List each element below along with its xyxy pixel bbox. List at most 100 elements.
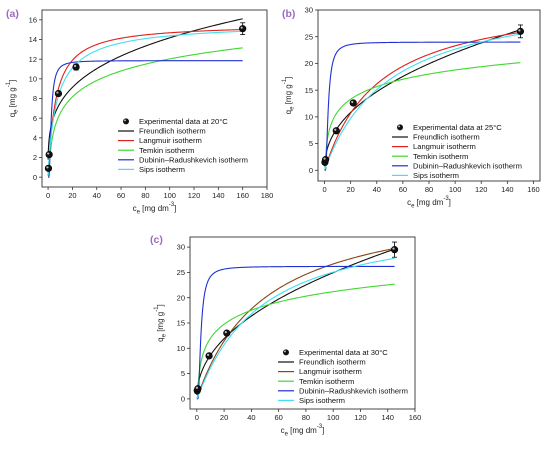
langmuir-curve xyxy=(196,247,395,399)
data-point xyxy=(239,25,247,33)
y-tick-label: 8 xyxy=(33,94,37,103)
x-tick-label: 60 xyxy=(117,191,125,200)
y-tick-label: 0 xyxy=(309,166,313,175)
legend-entry: Temkin isotherm xyxy=(139,146,194,155)
legend-entry: Temkin isotherm xyxy=(299,377,354,386)
legend-entry: Freundlich isotherm xyxy=(299,358,366,367)
data-point xyxy=(321,156,330,164)
y-tick-label: 4 xyxy=(33,133,37,142)
legend-entry: Langmuir isotherm xyxy=(139,136,202,145)
data-point-highlight xyxy=(518,29,521,32)
temkin-curve xyxy=(324,62,521,171)
data-point xyxy=(194,385,202,393)
x-tick-label: 140 xyxy=(212,191,225,200)
y-tick-label: 25 xyxy=(305,32,313,41)
x-tick-label: 100 xyxy=(327,413,340,422)
y-tick-label: 2 xyxy=(33,153,37,162)
curve-group xyxy=(47,18,243,178)
y-tick-label: 5 xyxy=(309,139,313,148)
x-tick-label: 160 xyxy=(236,191,249,200)
y-tick-label: 30 xyxy=(305,6,313,15)
data-point-highlight xyxy=(323,157,326,160)
y-tick-label: 12 xyxy=(29,55,37,64)
sips-curve xyxy=(324,33,521,171)
data-point-highlight xyxy=(56,91,59,94)
legend-entry: Langmuir isotherm xyxy=(413,142,476,151)
x-tick-label: 40 xyxy=(373,185,381,194)
y-tick-label: 10 xyxy=(305,112,313,121)
y-tick-label: 6 xyxy=(33,114,37,123)
dubinin-radushkevich-curve xyxy=(196,265,395,400)
freundlich-curve xyxy=(47,18,243,160)
legend-entry: Dubinin–Radushkevich isotherm xyxy=(139,155,248,164)
y-tick-label: 20 xyxy=(305,59,313,68)
y-tick-label: 15 xyxy=(305,86,313,95)
y-tick-label: 20 xyxy=(177,293,185,302)
data-point xyxy=(205,352,213,360)
x-tick-label: 80 xyxy=(425,185,433,194)
y-axis-label: qe [mg g-1] xyxy=(6,80,20,118)
sips-curve xyxy=(47,30,243,176)
legend-entry: Experimental data at 30°C xyxy=(299,348,388,357)
x-tick-label: 120 xyxy=(354,413,367,422)
panel-label: (a) xyxy=(6,8,19,20)
legend-entry: Dubinin–Radushkevich isotherm xyxy=(299,386,408,395)
data-point xyxy=(45,150,53,159)
y-tick-label: 5 xyxy=(181,369,185,378)
x-tick-label: 0 xyxy=(46,191,50,200)
langmuir-curve xyxy=(324,31,521,171)
panel-label: (b) xyxy=(282,8,295,20)
data-point xyxy=(223,329,231,337)
legend-marker xyxy=(123,118,129,125)
x-tick-label: 80 xyxy=(302,413,310,422)
x-tick-label: 160 xyxy=(409,413,422,422)
legend-entry: Experimental data at 20°C xyxy=(139,117,228,126)
legend-entry: Dubinin–Radushkevich isotherm xyxy=(413,161,522,170)
x-tick-label: 0 xyxy=(195,413,199,422)
panel-a: 0 20 40 60 80 100 120 140 160 180 0 2 4 6 8 10 12 14 16 ce … xyxy=(6,8,273,216)
x-tick-label: 120 xyxy=(475,185,488,194)
data-point xyxy=(44,164,53,172)
legend-entry: Langmuir isotherm xyxy=(299,367,362,376)
x-axis-label: ce [mg dm-3] xyxy=(133,202,177,216)
panel-label: (c) xyxy=(150,234,163,246)
y-tick-label: 0 xyxy=(181,394,185,403)
x-tick-label: 160 xyxy=(527,185,540,194)
x-tick-label: 120 xyxy=(188,191,201,200)
data-point-highlight xyxy=(224,331,227,334)
data-point-highlight xyxy=(334,128,337,131)
x-axis-label: ce [mg dm-3] xyxy=(281,424,325,438)
data-point xyxy=(516,27,525,35)
data-point xyxy=(349,99,357,107)
legend-entry: Sips isotherm xyxy=(299,396,345,405)
data-point xyxy=(332,127,340,135)
y-axis-label: qe [mg g-1] xyxy=(282,77,296,115)
y-tick-label: 14 xyxy=(29,35,37,44)
x-tick-label: 100 xyxy=(163,191,176,200)
data-point-highlight xyxy=(351,100,354,104)
legend-marker-highlight xyxy=(284,350,286,353)
legend-marker-highlight xyxy=(124,119,126,122)
x-tick-label: 40 xyxy=(247,413,255,422)
legend-marker xyxy=(283,349,289,356)
x-tick-label: 180 xyxy=(261,191,274,200)
y-tick-label: 10 xyxy=(177,344,185,353)
data-point-highlight xyxy=(240,26,243,29)
data-point-highlight xyxy=(73,64,77,68)
legend-entry: Freundlich isotherm xyxy=(413,133,480,142)
panel-c: 0 20 40 60 80 100 120 140 160 0 5 10 15 20 25 30 ce [mg … xyxy=(150,234,421,438)
x-tick-label: 60 xyxy=(274,413,282,422)
data-point xyxy=(54,89,63,98)
data-point xyxy=(390,246,399,254)
x-axis-label: ce [mg dm-3] xyxy=(407,196,451,210)
legend-entry: Experimental data at 25°C xyxy=(413,123,502,132)
legend-entry: Sips isotherm xyxy=(139,165,185,174)
data-point-highlight xyxy=(392,247,395,250)
data-point-highlight xyxy=(206,353,210,356)
y-tick-label: 10 xyxy=(29,74,37,83)
data-point-highlight xyxy=(46,166,49,169)
x-tick-label: 20 xyxy=(68,191,76,200)
y-tick-label: 25 xyxy=(177,268,185,277)
dubinin-radushkevich-curve xyxy=(48,60,243,178)
